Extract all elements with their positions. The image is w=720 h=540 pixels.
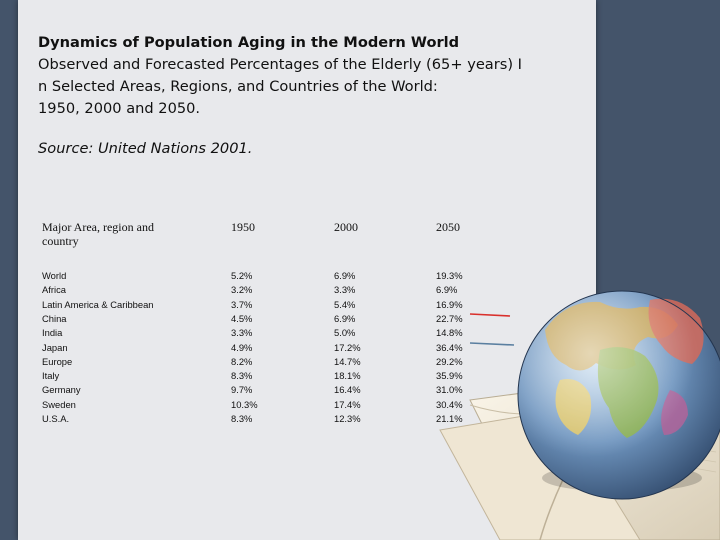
cell-2000: 14.7% bbox=[334, 355, 361, 367]
table-row: China 4.5% 6.9% 22.7% bbox=[18, 313, 596, 327]
source-note: Source: United Nations 2001. bbox=[38, 140, 253, 157]
cell-2000: 5.4% bbox=[334, 298, 356, 310]
cell-2050: 6.9% bbox=[436, 284, 458, 296]
cell-1950: 4.9% bbox=[231, 341, 253, 353]
cell-2050: 29.2% bbox=[436, 355, 463, 367]
table-row: World 5.2% 6.9% 19.3% bbox=[18, 270, 596, 284]
table-row: Latin America & Caribbean 3.7% 5.4% 16.9% bbox=[18, 299, 596, 313]
cell-2000: 16.4% bbox=[334, 384, 361, 396]
column-header-region-line-2: country bbox=[42, 234, 79, 248]
cell-region: Japan bbox=[42, 341, 68, 353]
cell-2050: 22.7% bbox=[436, 312, 463, 324]
column-header-2050: 2050 bbox=[436, 220, 460, 234]
cell-region: Sweden bbox=[42, 398, 76, 410]
cell-2050: 16.9% bbox=[436, 298, 463, 310]
table-row: Europe 8.2% 14.7% 29.2% bbox=[18, 356, 596, 370]
subtitle-line-3: 1950, 2000 and 2050. bbox=[38, 100, 201, 117]
cell-2000: 6.9% bbox=[334, 312, 356, 324]
cell-2000: 5.0% bbox=[334, 327, 356, 339]
cell-2050: 19.3% bbox=[436, 270, 463, 281]
cell-1950: 3.7% bbox=[231, 298, 253, 310]
cell-region: Latin America & Caribbean bbox=[42, 298, 154, 310]
cell-region: India bbox=[42, 327, 63, 339]
slide-heading: Dynamics of Population Aging in the Mode… bbox=[38, 32, 594, 120]
table-row: India 3.3% 5.0% 14.8% bbox=[18, 327, 596, 341]
subtitle-line-1: Observed and Forecasted Percentages of t… bbox=[38, 56, 522, 73]
cell-1950: 9.7% bbox=[231, 384, 253, 396]
cell-2000: 17.4% bbox=[334, 398, 361, 410]
cell-2050: 14.8% bbox=[436, 327, 463, 339]
table-row: U.S.A. 8.3% 12.3% 21.1% bbox=[18, 413, 596, 427]
column-header-1950: 1950 bbox=[231, 220, 255, 234]
cell-region: Italy bbox=[42, 370, 60, 382]
cell-2050: 30.4% bbox=[436, 398, 463, 410]
column-header-region: Major Area, region and country bbox=[42, 220, 154, 248]
cell-2050: 31.0% bbox=[436, 384, 463, 396]
cell-region: Africa bbox=[42, 284, 66, 296]
table-row: Japan 4.9% 17.2% 36.4% bbox=[18, 342, 596, 356]
cell-2000: 12.3% bbox=[334, 413, 361, 424]
cell-2000: 6.9% bbox=[334, 270, 356, 281]
column-header-region-line-1: Major Area, region and bbox=[42, 220, 154, 234]
slide-title: Dynamics of Population Aging in the Mode… bbox=[38, 34, 460, 51]
table-row: Germany 9.7% 16.4% 31.0% bbox=[18, 384, 596, 398]
cell-2050: 35.9% bbox=[436, 370, 463, 382]
cell-region: Europe bbox=[42, 355, 73, 367]
cell-2050: 36.4% bbox=[436, 341, 463, 353]
cell-2000: 18.1% bbox=[334, 370, 361, 382]
table-row: Italy 8.3% 18.1% 35.9% bbox=[18, 370, 596, 384]
table-row: Africa 3.2% 3.3% 6.9% bbox=[18, 284, 596, 298]
cell-1950: 3.2% bbox=[231, 284, 253, 296]
cell-1950: 10.3% bbox=[231, 398, 258, 410]
subtitle-line-2: n Selected Areas, Regions, and Countries… bbox=[38, 78, 438, 95]
cell-region: U.S.A. bbox=[42, 413, 70, 424]
cell-region: China bbox=[42, 312, 67, 324]
cell-region: World bbox=[42, 270, 67, 281]
cell-1950: 8.2% bbox=[231, 355, 253, 367]
cell-region: Germany bbox=[42, 384, 81, 396]
cell-1950: 5.2% bbox=[231, 270, 253, 281]
slide: Dynamics of Population Aging in the Mode… bbox=[18, 0, 596, 540]
cell-1950: 4.5% bbox=[231, 312, 253, 324]
table-row: Sweden 10.3% 17.4% 30.4% bbox=[18, 399, 596, 413]
cell-1950: 8.3% bbox=[231, 413, 253, 424]
cell-1950: 3.3% bbox=[231, 327, 253, 339]
column-header-2000: 2000 bbox=[334, 220, 358, 234]
cell-2050: 21.1% bbox=[436, 413, 463, 424]
cell-2000: 17.2% bbox=[334, 341, 361, 353]
cell-1950: 8.3% bbox=[231, 370, 253, 382]
cell-2000: 3.3% bbox=[334, 284, 356, 296]
